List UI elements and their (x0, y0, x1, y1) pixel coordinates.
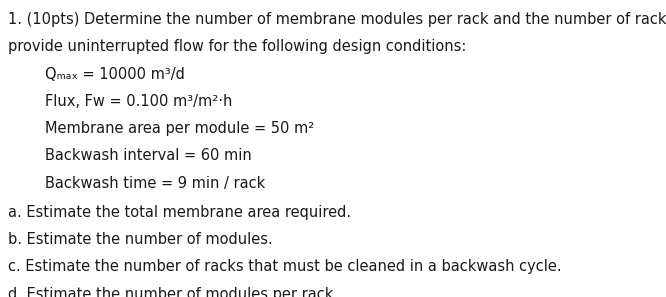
Text: Flux, Fw = 0.100 m³/m²·h: Flux, Fw = 0.100 m³/m²·h (8, 94, 232, 109)
Text: Backwash interval = 60 min: Backwash interval = 60 min (8, 148, 252, 164)
Text: Backwash time = 9 min / rack: Backwash time = 9 min / rack (8, 176, 265, 191)
Text: provide uninterrupted flow for the following design conditions:: provide uninterrupted flow for the follo… (8, 39, 466, 54)
Text: c. Estimate the number of racks that must be cleaned in a backwash cycle.: c. Estimate the number of racks that mus… (8, 260, 561, 274)
Text: Qₘₐₓ = 10000 m³/d: Qₘₐₓ = 10000 m³/d (8, 67, 185, 82)
Text: d. Estimate the number of modules per rack.: d. Estimate the number of modules per ra… (8, 287, 338, 297)
Text: a. Estimate the total membrane area required.: a. Estimate the total membrane area requ… (8, 205, 351, 220)
Text: b. Estimate the number of modules.: b. Estimate the number of modules. (8, 232, 273, 247)
Text: 1. (10pts) Determine the number of membrane modules per rack and the number of r: 1. (10pts) Determine the number of membr… (8, 12, 666, 27)
Text: Membrane area per module = 50 m²: Membrane area per module = 50 m² (8, 121, 314, 136)
